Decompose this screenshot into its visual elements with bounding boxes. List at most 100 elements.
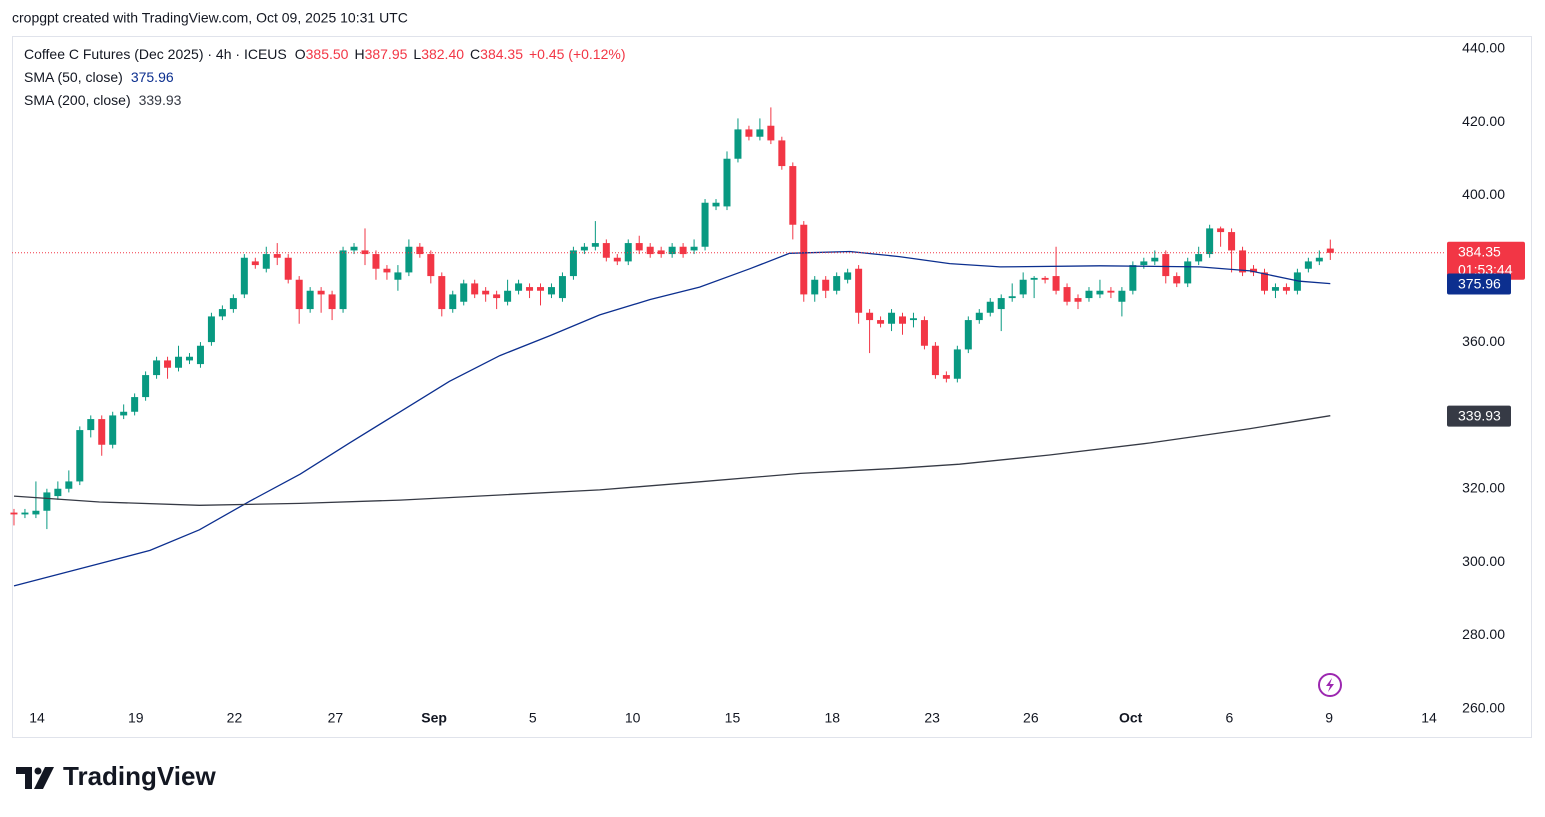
candle-body: [164, 360, 172, 368]
candle-body: [1206, 228, 1214, 255]
x-tick-label: 10: [625, 710, 641, 726]
candle-body: [175, 356, 183, 368]
sma-badge: [1447, 405, 1511, 427]
candle-body: [482, 290, 490, 295]
candle-body: [1293, 272, 1301, 291]
candle-body: [449, 294, 457, 310]
candle-body: [580, 246, 588, 251]
y-tick-label: 300.00: [1462, 553, 1505, 569]
candle-body: [811, 279, 819, 295]
y-tick-label: 360.00: [1462, 333, 1505, 349]
candle-body: [460, 283, 468, 302]
candle-body: [218, 309, 226, 317]
candle-body: [1008, 296, 1016, 299]
candle-body: [855, 268, 863, 313]
candle-body: [668, 246, 676, 255]
candle-body: [745, 129, 753, 137]
y-tick-label: 320.00: [1462, 479, 1505, 495]
candle-body: [997, 298, 1005, 310]
legend-value: 387.95: [365, 46, 408, 62]
candle-body: [394, 272, 402, 280]
candle-body: [920, 320, 928, 346]
candle-body: [844, 272, 852, 280]
candle-body: [1140, 261, 1148, 266]
legend-series-name: SMA (50, close): [24, 69, 123, 85]
candle-body: [240, 257, 248, 295]
candle-body: [723, 158, 731, 207]
candle-body: [1085, 290, 1093, 299]
x-tick-label: 19: [128, 710, 144, 726]
legend-value: 384.35: [480, 46, 523, 62]
candle-body: [185, 356, 193, 361]
alert-icon[interactable]: [1318, 673, 1342, 697]
last-price-value: 384.35: [1458, 243, 1501, 259]
legend-main: Coffee C Futures (Dec 2025) · 4h · ICEUS…: [24, 46, 626, 62]
candle-body: [1129, 265, 1137, 291]
candle-body: [54, 488, 62, 497]
candle-body: [295, 279, 303, 310]
candle-body: [822, 279, 830, 291]
x-tick-label: 14: [29, 710, 45, 726]
candle-body: [43, 492, 51, 511]
candle-body: [98, 419, 106, 445]
candle-body: [1019, 279, 1027, 295]
candle-body: [504, 290, 512, 302]
candle-body: [909, 318, 917, 321]
sma-badge-value: 339.93: [1458, 407, 1501, 423]
x-tick-label: Oct: [1119, 710, 1143, 726]
candle-body: [767, 125, 775, 141]
candle-body: [1260, 272, 1268, 291]
candle-body: [317, 290, 325, 295]
candle-body: [1030, 277, 1038, 280]
candle-body: [1239, 250, 1247, 273]
candle-body: [646, 246, 654, 255]
sma-line: [13, 415, 1331, 506]
x-tick-label: 23: [924, 710, 940, 726]
candle-body: [624, 243, 632, 262]
candle-body: [427, 254, 435, 277]
countdown: 01:53:44: [1458, 261, 1513, 277]
legend-series-value: 339.93: [139, 92, 182, 108]
sma-line: [13, 250, 1331, 587]
x-tick-label: 5: [529, 710, 537, 726]
candle-body: [898, 316, 906, 324]
candle-body: [493, 294, 501, 299]
candle-body: [207, 316, 215, 343]
candle-body: [1162, 254, 1170, 277]
candle-body: [701, 202, 709, 247]
candle-body: [877, 320, 885, 324]
candle-body: [306, 290, 314, 310]
candle-body: [1173, 276, 1181, 284]
candle-body: [657, 250, 665, 255]
candle-body: [87, 419, 95, 431]
candle-body: [569, 250, 577, 277]
candle-body: [361, 250, 369, 255]
candle-body: [1096, 290, 1104, 295]
candle-body: [1304, 261, 1312, 269]
candle-body: [1074, 298, 1082, 302]
legend-sma50: SMA (50, close) 375.96: [24, 69, 174, 85]
legend-key: L: [413, 46, 421, 62]
candle-body: [405, 246, 413, 273]
candle-body: [986, 301, 994, 313]
x-tick-label: 6: [1225, 710, 1233, 726]
candle-body: [120, 411, 128, 416]
legend-symbol: Coffee C Futures (Dec 2025) · 4h · ICEUS: [24, 46, 287, 62]
candle-body: [438, 276, 446, 310]
candle-body: [273, 254, 281, 258]
candle-body: [328, 294, 336, 310]
candle-body: [1195, 254, 1203, 262]
candle-body: [866, 312, 874, 321]
candle-body: [1282, 287, 1290, 291]
candle-body: [975, 312, 983, 321]
logo: [16, 767, 54, 789]
candle-body: [196, 345, 204, 365]
y-tick-label: 280.00: [1462, 626, 1505, 642]
candle-body: [613, 257, 621, 262]
candle-body: [526, 287, 534, 291]
candle-body: [1184, 261, 1192, 284]
candle-body: [1271, 287, 1279, 291]
candle-body: [953, 349, 961, 379]
plot: 260.00280.00300.00320.00340.00360.00380.…: [10, 39, 1525, 726]
